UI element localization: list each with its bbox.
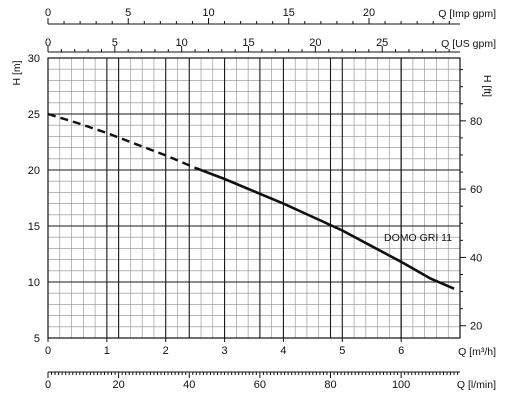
left-axis-tick-label: 15 [28,221,40,233]
left-axis-tick-label: 25 [28,109,40,121]
bottom-secondary-axis-tick-label: 20 [113,379,125,391]
top-primary-axis-tick-label: 15 [242,37,254,49]
bottom-secondary-axis-tick-label: 100 [392,379,410,391]
left-axis-tick-label: 10 [28,277,40,289]
top-primary-axis-tick-label: 5 [112,37,118,49]
bottom-primary-axis-tick-label: 6 [398,345,404,357]
top-secondary-axis-tick-label: 20 [363,7,375,19]
bottom-secondary-axis-tick-label: 80 [324,379,336,391]
plot-frame [47,57,461,339]
top-secondary-axis-tick-label: 5 [125,7,131,19]
curve-solid-segment [194,166,455,290]
top-secondary-axis-tick-label: 0 [45,7,51,19]
left-axis-tick-label: 5 [34,333,40,345]
top-secondary-axis-tick-label: 15 [283,7,295,19]
bottom-primary-axis-label: Q [m³/h] [458,346,496,358]
left-axis-label: H [m] [11,60,23,85]
bottom-primary-axis-tick-label: 3 [222,345,228,357]
top-secondary-axis-label: Q [Imp gpm] [438,8,496,20]
right-axis-tick-label: 60 [470,184,482,196]
left-axis-tick-label: 30 [28,53,40,65]
left-axis-tick-label: 20 [28,165,40,177]
top-primary-axis-label: Q [US gpm] [441,38,496,50]
bottom-secondary-axis-tick-label: 0 [45,379,51,391]
top-primary-axis-tick-label: 0 [45,37,51,49]
curve-dashed-segment [47,112,196,169]
right-axis-tick-label: 40 [470,252,482,264]
bottom-primary-axis-tick-label: 2 [163,345,169,357]
right-axis-tick-label: 20 [470,321,482,333]
bottom-secondary-axis-label: Q [l/min] [457,379,496,391]
right-axis-tick-label: 80 [470,116,482,128]
top-primary-axis-tick-label: 25 [376,37,388,49]
performance-curve [47,112,455,290]
top-secondary-axis-tick-label: 10 [202,7,214,19]
series-label: DOMO GRI 11 [384,232,452,244]
bottom-primary-axis-tick-label: 1 [104,345,110,357]
bottom-primary-axis-tick-label: 5 [339,345,345,357]
bottom-primary-axis-tick-label: 4 [280,345,286,357]
chart-grid [48,58,460,338]
bottom-primary-axis-tick-label: 0 [45,345,51,357]
top-primary-axis-tick-label: 20 [309,37,321,49]
right-axis-label: H [ft] [481,75,493,97]
bottom-secondary-axis-tick-label: 60 [254,379,266,391]
top-primary-axis-tick-label: 10 [176,37,188,49]
bottom-secondary-axis-tick-label: 40 [183,379,195,391]
